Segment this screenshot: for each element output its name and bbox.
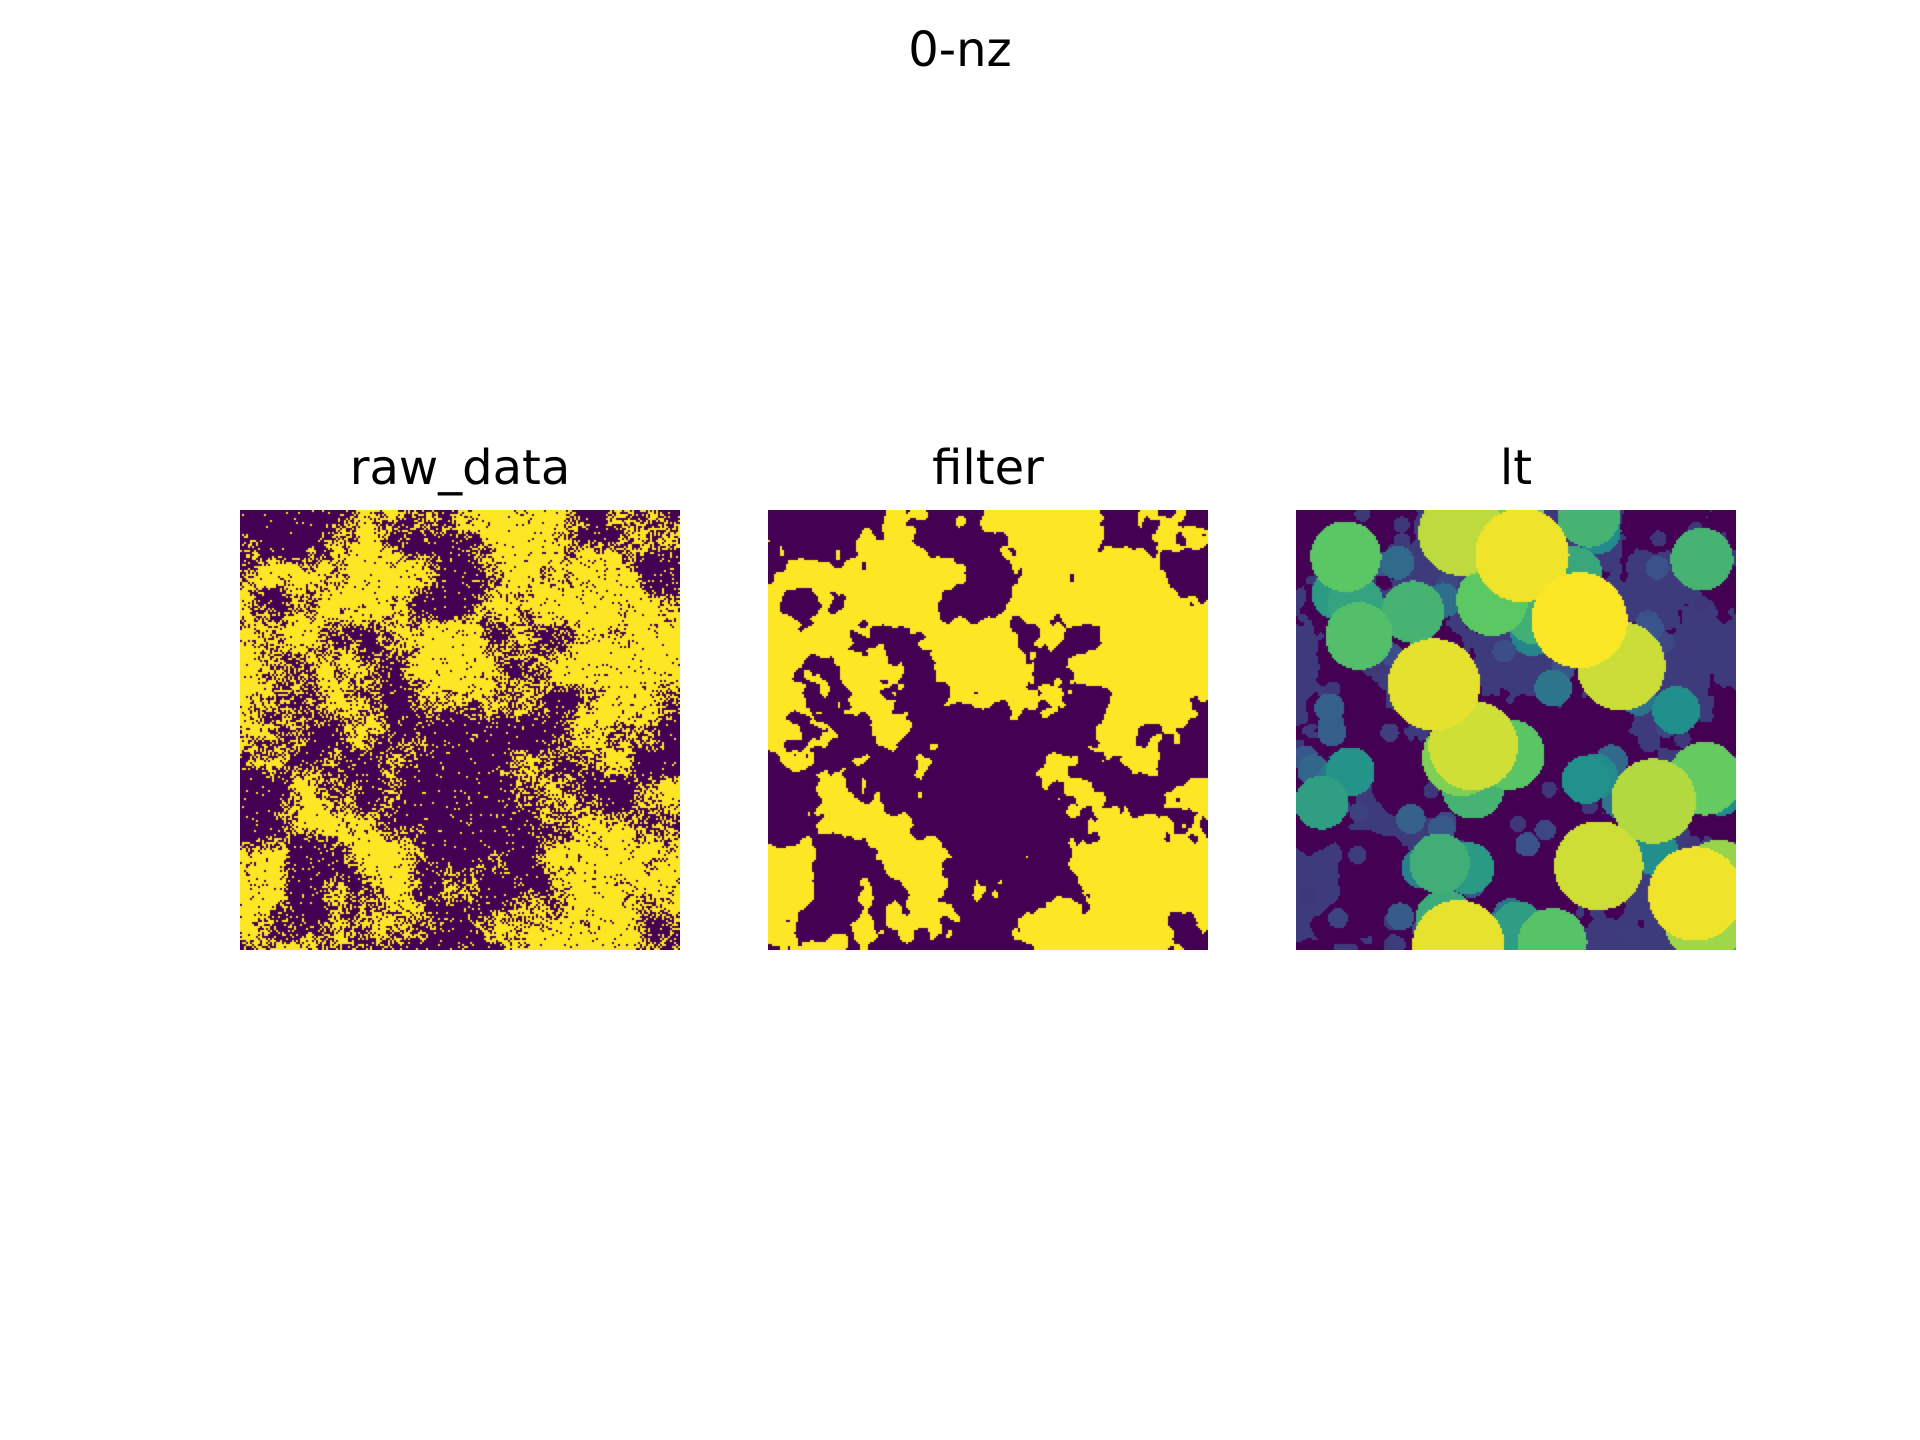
lt-image	[1296, 510, 1736, 950]
raw-data-image	[240, 510, 680, 950]
filter-image	[768, 510, 1208, 950]
figure-suptitle: 0-nz	[908, 22, 1012, 78]
panel-title-raw-data: raw_data	[349, 440, 571, 496]
panel-title-filter: filter	[932, 440, 1044, 496]
panel-title-lt: lt	[1499, 440, 1533, 496]
